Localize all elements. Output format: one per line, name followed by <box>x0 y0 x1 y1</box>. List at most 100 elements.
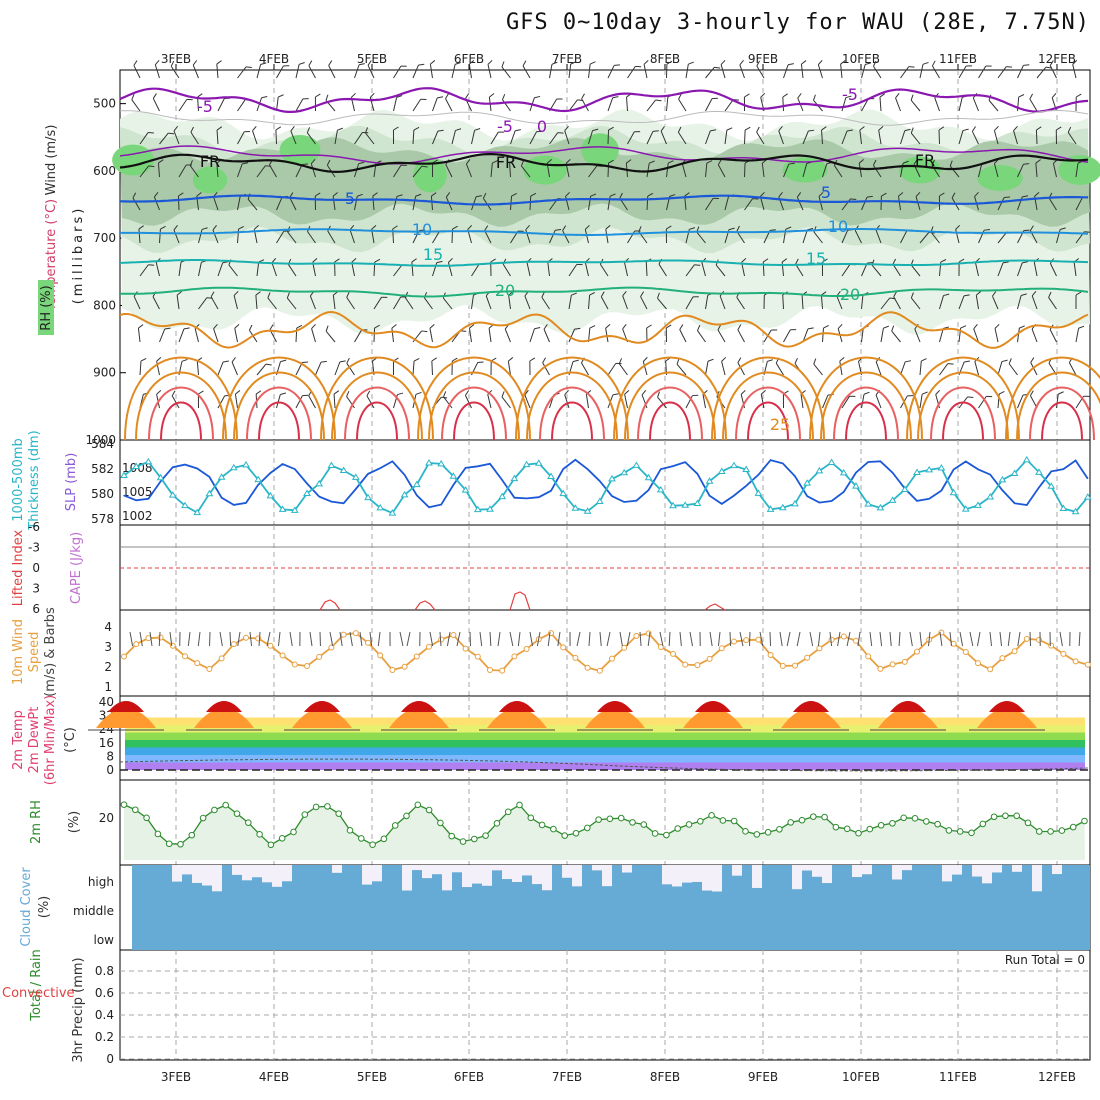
temperature-contour-loop <box>845 401 887 441</box>
cloud-level-label: middle <box>73 904 114 918</box>
rh-point <box>663 831 670 839</box>
temp-peak-red <box>989 701 1025 712</box>
barb-staff <box>975 295 979 310</box>
thickness-line-point <box>412 480 421 488</box>
barb-flag <box>951 192 956 199</box>
rh-tick: 20 <box>99 811 114 825</box>
wind-barb <box>549 61 558 79</box>
temp-peak-red <box>206 701 242 712</box>
barb-flag <box>771 329 778 331</box>
barb-flag <box>947 363 954 365</box>
surface-wind-barb <box>277 631 281 647</box>
surface-wind-barb <box>158 631 161 647</box>
barb-staff <box>657 297 667 310</box>
barb-staff <box>308 65 316 79</box>
barb-staff <box>1056 229 1061 244</box>
panel-frame-7 <box>119 949 1091 1061</box>
barb-flag <box>943 326 949 329</box>
barb-flag <box>391 324 397 329</box>
wind-barb <box>958 360 971 376</box>
wind-barb <box>1072 59 1078 79</box>
wind-speed-line-point <box>267 642 274 649</box>
wind-barb <box>522 60 531 79</box>
barb-staff <box>822 163 828 178</box>
thickness-line-point <box>620 468 629 476</box>
barb-flag <box>543 324 548 330</box>
barb-staff <box>802 130 809 145</box>
cloud-gap <box>732 865 742 876</box>
barb-flag <box>310 158 316 164</box>
wind-barb <box>910 127 921 145</box>
barb-flag <box>197 93 203 98</box>
surface-wind-barb <box>377 631 381 647</box>
wind-barb <box>1017 293 1027 310</box>
barb-flag <box>624 389 630 395</box>
barb-staff <box>892 263 901 277</box>
thickness-line-point <box>608 474 616 482</box>
barb-flag <box>666 225 672 230</box>
rh-point <box>855 829 862 837</box>
temperature-contour-loop <box>246 386 312 441</box>
wind-barb <box>139 165 155 178</box>
surface-wind-barb <box>219 631 223 647</box>
barb-flag <box>290 126 295 132</box>
barb-flag <box>520 160 525 167</box>
barb-flag <box>634 131 641 133</box>
wind-barb <box>468 324 475 343</box>
pressure-tick: 600 <box>93 164 116 178</box>
cloud-gap <box>602 865 612 887</box>
barb-flag <box>808 129 815 132</box>
barb-flag <box>600 291 605 297</box>
barb-flag <box>769 229 776 231</box>
barb-staff <box>255 295 258 310</box>
barb-staff <box>640 296 648 310</box>
wind-barb <box>919 391 928 409</box>
surface-wind-barb <box>786 631 791 647</box>
thickness-line-point <box>742 465 751 473</box>
date-label-bottom: 10FEB <box>842 1070 880 1084</box>
barb-flag <box>132 192 137 199</box>
wind-barb <box>367 60 375 79</box>
barb-flag <box>839 357 845 362</box>
rh-point <box>1002 812 1009 820</box>
barb-staff <box>919 361 922 376</box>
thickness-line-point <box>998 475 1007 483</box>
barb-staff <box>1013 130 1018 145</box>
barb-flag <box>958 258 965 263</box>
barb-flag <box>904 128 911 132</box>
cloud-gap <box>252 865 262 878</box>
barb-staff <box>895 97 901 112</box>
cloud-gap <box>372 865 382 882</box>
thickness-line-point <box>595 497 604 504</box>
cloud-gap <box>452 865 462 873</box>
barb-flag <box>821 291 827 296</box>
barb-staff <box>588 165 598 178</box>
barb-staff <box>588 130 594 145</box>
surface-wind-barb <box>879 631 883 647</box>
barb-flag <box>164 327 171 330</box>
surface-wind-barb <box>169 631 173 647</box>
barb-staff <box>568 64 572 79</box>
barb-flag <box>171 390 176 397</box>
barb-staff <box>581 362 589 376</box>
thickness-line-point <box>1047 482 1056 489</box>
barb-flag <box>714 66 721 69</box>
barb-staff <box>1075 328 1080 343</box>
barb-flag <box>1023 64 1030 66</box>
barb-staff <box>836 295 843 310</box>
wind-barb <box>891 325 901 343</box>
barb-flag <box>767 359 774 362</box>
cloud-gap <box>402 865 412 891</box>
barb-staff <box>678 98 687 112</box>
temperature-contour-loop <box>160 401 202 441</box>
barb-flag <box>238 225 245 230</box>
barb-staff <box>841 395 850 409</box>
barb-staff <box>325 330 336 343</box>
cloud-gap <box>192 865 202 883</box>
barb-staff <box>778 130 784 145</box>
barb-flag <box>760 92 766 98</box>
barb-flag <box>534 95 541 99</box>
rh-point <box>572 829 580 837</box>
barb-staff <box>132 197 141 211</box>
barb-staff <box>705 295 709 310</box>
